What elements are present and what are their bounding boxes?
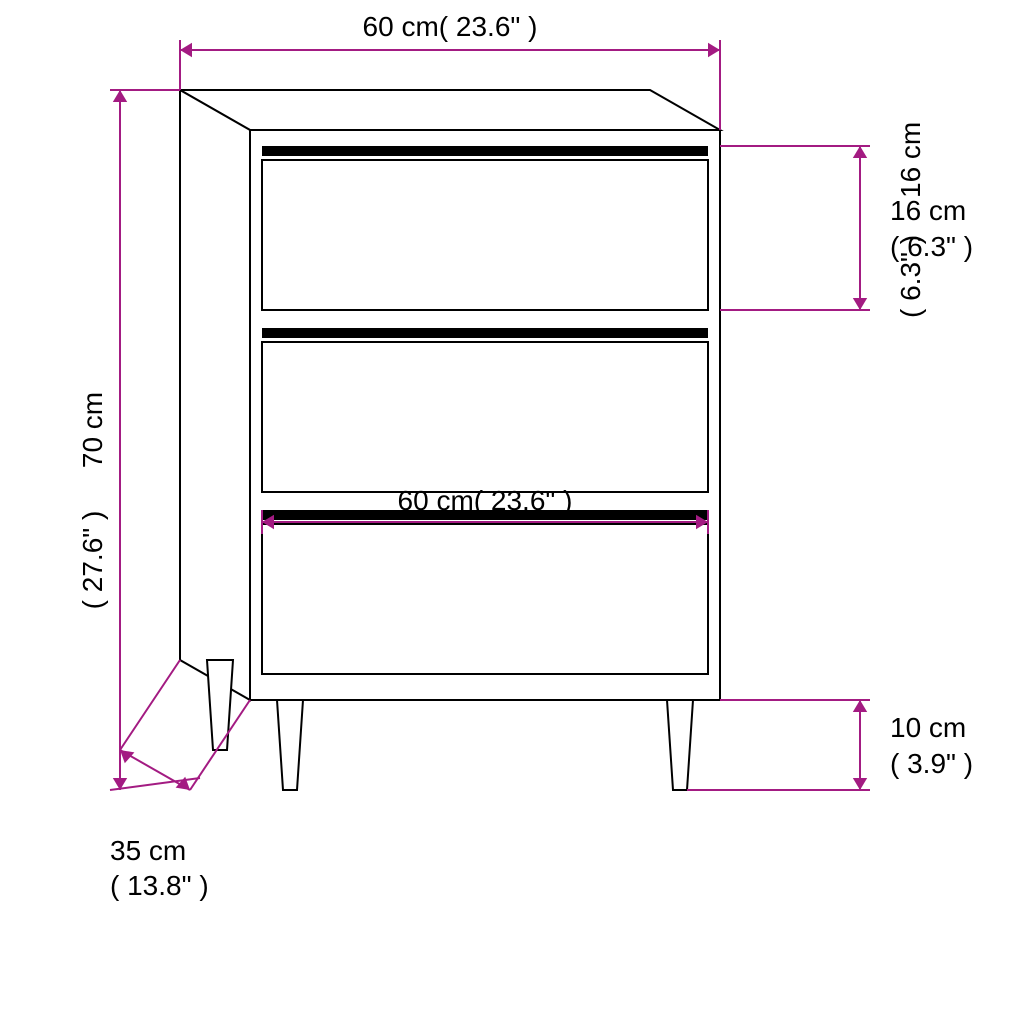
svg-text:16 cm: 16 cm	[890, 195, 966, 226]
svg-text:60 cm( 23.6" ): 60 cm( 23.6" )	[398, 485, 573, 516]
svg-text:60 cm( 23.6" ): 60 cm( 23.6" )	[363, 11, 538, 42]
svg-text:35 cm: 35 cm	[110, 835, 186, 866]
svg-text:( 13.8" ): ( 13.8" )	[110, 870, 209, 901]
svg-text:16 cm: 16 cm	[895, 122, 926, 198]
svg-text:( 6.3" ): ( 6.3" )	[890, 231, 973, 262]
svg-text:( 3.9" ): ( 3.9" )	[890, 748, 973, 779]
svg-text:( 27.6" ): ( 27.6" )	[77, 511, 108, 610]
svg-text:10 cm: 10 cm	[890, 712, 966, 743]
svg-text:70 cm: 70 cm	[77, 392, 108, 468]
